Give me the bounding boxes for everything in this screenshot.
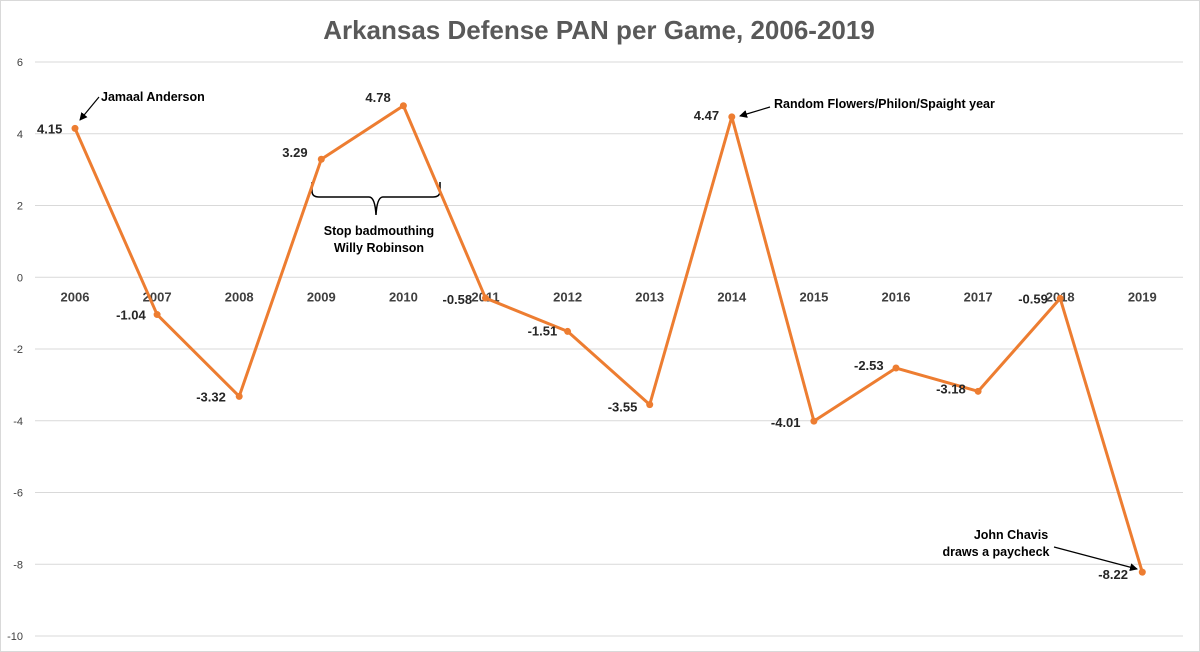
annotation-willy-line1: Stop badmouthing — [324, 224, 434, 238]
data-label: -1.04 — [116, 308, 146, 323]
data-point — [1056, 294, 1064, 302]
data-point — [728, 113, 736, 121]
x-tick-label: 2016 — [882, 289, 911, 304]
y-tick-label: -10 — [7, 631, 23, 643]
data-label: -2.53 — [854, 358, 884, 373]
x-tick-label: 2019 — [1128, 289, 1157, 304]
annotation-chavis-line2: draws a paycheck — [942, 545, 1049, 559]
x-tick-label: 2017 — [964, 289, 993, 304]
data-point — [235, 392, 243, 400]
x-tick-label: 2008 — [225, 289, 254, 304]
data-point — [317, 155, 325, 163]
x-tick-label: 2012 — [553, 289, 582, 304]
x-tick-label: 2015 — [799, 289, 828, 304]
data-label: -1.51 — [528, 323, 558, 338]
x-tick-label: 2010 — [389, 289, 418, 304]
y-tick-label: 2 — [17, 201, 23, 213]
y-tick-label: 6 — [17, 57, 23, 69]
data-point — [482, 294, 489, 302]
y-tick-label: 4 — [17, 129, 23, 141]
data-label: -0.58 — [443, 292, 473, 307]
annotation-arrow — [739, 106, 771, 118]
data-label: -3.55 — [608, 400, 638, 415]
annotation-texts: Jamaal Anderson Stop badmouthing Willy Rob… — [101, 90, 1050, 559]
data-label: -0.59 — [1018, 291, 1048, 306]
x-tick-label: 2014 — [717, 289, 747, 304]
x-tick-label: 2006 — [61, 289, 90, 304]
x-axis-ticks: 2006200720082009201020112012201320142015… — [61, 289, 1157, 304]
y-tick-label: -2 — [13, 344, 23, 356]
data-point — [974, 387, 982, 395]
data-point — [153, 311, 161, 319]
annotation-shapes — [79, 96, 1138, 572]
annotation-jamaal: Jamaal Anderson — [101, 90, 205, 104]
y-axis-ticks: 6 4 2 0 -2 -4 -6 -8 -10 — [7, 57, 23, 643]
annotation-willy-line2: Willy Robinson — [334, 241, 424, 255]
data-label: -4.01 — [771, 415, 801, 430]
data-label: -3.32 — [196, 389, 226, 404]
annotation-flowers: Random Flowers/Philon/Spaight year — [774, 97, 995, 111]
data-point — [71, 124, 79, 132]
annotation-chavis-line1: John Chavis — [974, 528, 1048, 542]
annotation-bracket — [311, 182, 441, 216]
gridlines — [35, 61, 1183, 637]
data-point — [564, 327, 572, 335]
data-point — [646, 401, 654, 409]
y-tick-label: -6 — [13, 488, 23, 500]
data-label: 4.15 — [37, 121, 62, 136]
y-tick-label: 0 — [17, 272, 23, 284]
data-point — [1138, 568, 1146, 576]
series-line — [73, 104, 1144, 573]
x-tick-label: 2013 — [635, 289, 664, 304]
data-label: -3.18 — [936, 381, 966, 396]
data-point — [399, 102, 407, 110]
data-label: 4.78 — [365, 90, 390, 105]
chart-title: Arkansas Defense PAN per Game, 2006-2019 — [323, 15, 875, 45]
data-label: 4.47 — [694, 108, 719, 123]
y-tick-label: -4 — [13, 416, 23, 428]
annotation-arrow — [79, 96, 100, 121]
data-labels: 4.15 -1.04 -3.32 3.29 4.78 -0.58 -1.51 -3.55 4.4… — [37, 90, 1128, 582]
data-label: -8.22 — [1098, 567, 1128, 582]
data-point — [810, 417, 818, 425]
data-point — [892, 364, 900, 372]
y-tick-label: -8 — [13, 559, 23, 571]
series-layer — [71, 102, 1146, 576]
data-label: 3.29 — [282, 145, 307, 160]
x-tick-label: 2009 — [307, 289, 336, 304]
annotation-arrow — [1053, 546, 1138, 572]
